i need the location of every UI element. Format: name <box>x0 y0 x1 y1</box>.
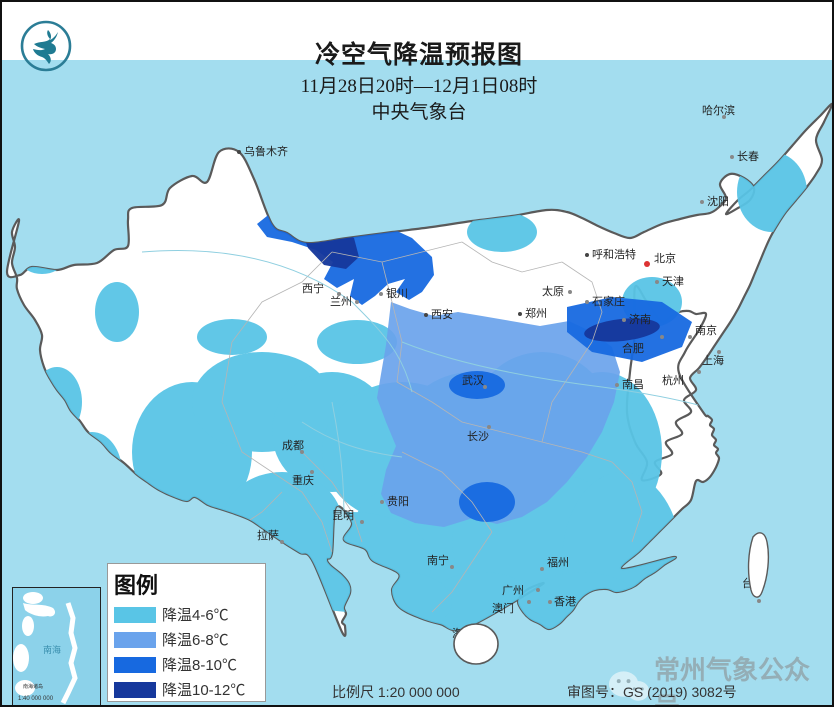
svg-text:昆明: 昆明 <box>332 509 354 522</box>
svg-text:拉萨: 拉萨 <box>257 528 279 542</box>
svg-text:长沙: 长沙 <box>467 430 489 443</box>
svg-text:南京: 南京 <box>695 323 717 337</box>
svg-text:香港: 香港 <box>554 595 576 608</box>
svg-text:澳门: 澳门 <box>492 601 514 615</box>
svg-text:济南: 济南 <box>629 312 651 326</box>
svg-text:南宁: 南宁 <box>427 553 449 567</box>
svg-text:上海: 上海 <box>702 353 724 367</box>
svg-text:兰州: 兰州 <box>330 295 352 308</box>
svg-text:郑州: 郑州 <box>525 306 547 320</box>
svg-text:南昌: 南昌 <box>622 378 644 391</box>
svg-text:南海: 南海 <box>43 644 61 655</box>
svg-text:银川: 银川 <box>386 286 408 300</box>
svg-text:1:40 000 000: 1:40 000 000 <box>18 696 54 702</box>
svg-text:南海诸岛: 南海诸岛 <box>23 683 43 690</box>
svg-text:太原: 太原 <box>542 285 564 298</box>
svg-text:西安: 西安 <box>431 307 453 321</box>
svg-text:广州: 广州 <box>502 584 524 597</box>
svg-text:合肥: 合肥 <box>622 341 644 355</box>
svg-text:福州: 福州 <box>547 555 569 569</box>
svg-text:石家庄: 石家庄 <box>592 294 625 308</box>
svg-text:杭州: 杭州 <box>662 373 684 387</box>
svg-text:沈阳: 沈阳 <box>707 194 729 208</box>
svg-text:重庆: 重庆 <box>292 473 314 487</box>
svg-text:长春: 长春 <box>737 150 759 163</box>
svg-text:成都: 成都 <box>282 439 304 452</box>
svg-text:呼和浩特: 呼和浩特 <box>592 247 636 261</box>
svg-text:天津: 天津 <box>662 275 684 288</box>
svg-text:北京: 北京 <box>654 251 676 265</box>
svg-text:乌鲁木齐: 乌鲁木齐 <box>244 144 288 158</box>
svg-text:西宁: 西宁 <box>302 281 324 295</box>
svg-text:武汉: 武汉 <box>462 374 484 387</box>
svg-text:贵阳: 贵阳 <box>387 495 409 508</box>
